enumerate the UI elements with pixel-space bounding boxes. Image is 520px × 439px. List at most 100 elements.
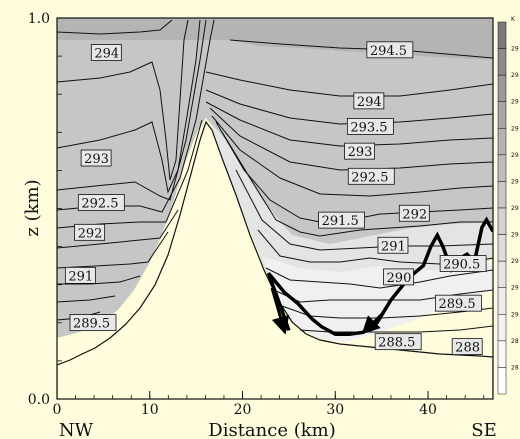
colorbar: K 29 29 29 29 29 29 29 29 29 29 29 28 28	[497, 16, 519, 395]
colorbar-swatch	[497, 101, 507, 129]
contour-label: 291	[377, 236, 409, 254]
colorbar-tick-label: 29	[511, 311, 519, 318]
contour-label-text: 290	[387, 271, 412, 286]
x-tick-label: 0	[53, 402, 62, 418]
contour-label-box	[347, 167, 395, 185]
colorbar-tick-label: 29	[511, 232, 519, 239]
contour-label-box	[374, 333, 422, 351]
contour-label-text: 291.5	[322, 214, 359, 229]
colorbar-tick-label: 29	[511, 46, 519, 53]
contour-label: 289.5	[435, 294, 482, 312]
y-tick-label: 1.0	[28, 11, 50, 27]
contour-label-box	[398, 204, 430, 222]
contour-label-box	[80, 149, 112, 167]
colorbar-swatch	[497, 48, 507, 76]
contour-label-text: 292.5	[81, 197, 118, 212]
contour-label: 289.5	[69, 314, 117, 332]
colorbar-swatch	[497, 234, 507, 262]
contour-label-text: 293	[348, 145, 373, 160]
contour-label-text: 292.5	[351, 170, 388, 185]
y-axis-label: z (km)	[22, 179, 43, 236]
trajectory-arrow-right	[361, 310, 386, 335]
x-tick-label: 40	[419, 402, 437, 418]
contour-label-box	[64, 266, 96, 284]
x-axis: 0 10 20 30 40	[53, 391, 485, 418]
contour-label-box	[318, 211, 366, 229]
contour-label: 293	[80, 149, 112, 167]
contour-label-text: 289.5	[438, 297, 475, 312]
x-tick-label: 30	[326, 402, 344, 418]
contour-label-text: 291	[381, 239, 406, 254]
colorbar-tick-label: 29	[511, 152, 519, 159]
contour-label: 292	[398, 204, 430, 222]
contour-label-box	[344, 142, 375, 160]
contour-label-text: 291	[68, 269, 93, 284]
colorbar-tick-label: 28	[511, 338, 519, 345]
x-label-se: SE	[471, 420, 496, 439]
contour-label-box	[435, 294, 482, 312]
contour-label: 294	[353, 92, 385, 110]
contour-label: 288	[451, 338, 483, 356]
contour-label: 288.5	[374, 333, 422, 351]
contour-label-text: 288.5	[378, 336, 415, 351]
colorbar-swatch	[497, 314, 507, 342]
contour-label-box	[90, 44, 122, 61]
x-tick-label: 10	[141, 402, 159, 418]
contour-label-text: 294.5	[370, 44, 407, 59]
contour-label-box	[346, 117, 394, 135]
x-tick-label: 20	[234, 402, 252, 418]
colorbar-tick-label: 29	[511, 99, 519, 106]
colorbar-swatch	[497, 340, 507, 368]
contour-label-text: 289.5	[73, 317, 110, 332]
contour-label: 291.5	[318, 211, 366, 229]
contour-label-text: 293.5	[350, 120, 387, 135]
colorbar-swatch	[497, 128, 507, 156]
colorbar-swatch	[497, 154, 507, 182]
contour-label-text: 290.5	[443, 258, 480, 273]
colorbar-tick-label: 29	[511, 125, 519, 132]
y-tick-label: 0.0	[28, 392, 50, 408]
contour-label-box	[383, 268, 414, 286]
trajectory-arrow-left	[270, 287, 290, 335]
colorbar-swatch	[497, 287, 507, 315]
contour-label: 291	[64, 266, 96, 284]
colorbar-swatch	[497, 260, 507, 288]
colorbar-unit: K	[511, 16, 516, 23]
colorbar-tick-label: 29	[511, 178, 519, 185]
colorbar-swatch	[497, 207, 507, 235]
contour-label-text: 294	[357, 95, 382, 110]
contour-label-box	[377, 236, 409, 254]
contour-label-box	[77, 194, 125, 211]
contour-label: 292.5	[77, 194, 125, 212]
contour-label-text: 292	[402, 207, 427, 222]
contour-label: 292	[74, 223, 106, 241]
colorbar-tick-label: 29	[511, 72, 519, 79]
contour-label-box	[439, 255, 487, 272]
colorbar-tick-label: 29	[511, 285, 519, 292]
contour-label-text: 293	[84, 152, 109, 167]
contour-label: 294.5	[366, 41, 414, 59]
colorbar-swatch	[497, 74, 507, 102]
contour-lines	[57, 19, 493, 333]
contour-label: 293.5	[346, 117, 394, 135]
contour-label-box	[69, 314, 117, 332]
shaded-band-lighter	[262, 256, 493, 342]
contour-label-text: 292	[78, 226, 103, 241]
colorbar-tick-label: 29	[511, 205, 519, 212]
contour-label: 290	[383, 268, 414, 286]
contour-label: 292.5	[347, 167, 395, 185]
contour-label-text: 294	[94, 46, 119, 61]
contour-label: 290.5	[439, 255, 487, 273]
y-axis: 0.0 1.0	[28, 11, 62, 408]
contour-label-box	[353, 92, 385, 110]
contour-label-box	[366, 41, 414, 59]
contour-label-box	[451, 338, 483, 356]
colorbar-swatch	[497, 181, 507, 209]
colorbar-swatch	[497, 367, 507, 395]
x-label-nw: NW	[59, 420, 94, 439]
terrain	[57, 120, 493, 399]
colorbar-tick-label: 29	[511, 258, 519, 265]
contour-label: 293	[344, 142, 375, 160]
contour-label: 294	[90, 44, 122, 61]
